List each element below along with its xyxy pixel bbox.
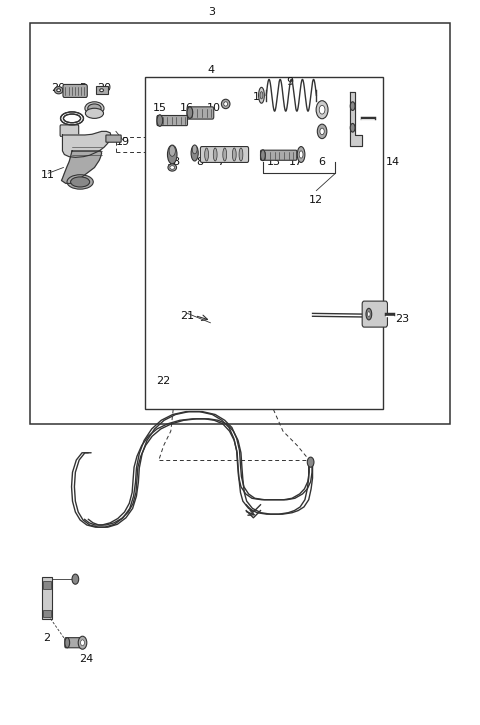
Bar [30, 23, 450, 424]
Text: 8: 8 [196, 157, 203, 167]
Text: 13: 13 [266, 157, 280, 167]
Ellipse shape [85, 102, 104, 115]
Text: 10: 10 [207, 103, 221, 113]
Text: 16: 16 [180, 103, 193, 113]
Ellipse shape [204, 148, 208, 161]
Text: 3: 3 [208, 7, 215, 17]
FancyBboxPatch shape [63, 84, 87, 97]
Ellipse shape [54, 86, 63, 94]
Ellipse shape [97, 86, 106, 94]
Ellipse shape [192, 145, 197, 154]
Circle shape [307, 457, 314, 467]
Ellipse shape [67, 175, 93, 189]
Ellipse shape [350, 123, 355, 132]
Text: 19: 19 [116, 137, 130, 147]
FancyBboxPatch shape [157, 115, 188, 125]
Ellipse shape [319, 105, 325, 114]
Text: 11: 11 [41, 170, 55, 180]
Bar [43, 610, 51, 617]
Circle shape [81, 640, 84, 645]
Bar [144, 78, 383, 410]
Ellipse shape [297, 146, 305, 162]
Ellipse shape [71, 177, 90, 187]
Ellipse shape [320, 128, 324, 135]
FancyBboxPatch shape [60, 125, 79, 136]
FancyBboxPatch shape [200, 146, 249, 162]
Text: 6: 6 [319, 157, 325, 167]
Ellipse shape [170, 166, 175, 170]
FancyBboxPatch shape [65, 638, 84, 647]
Text: 4: 4 [208, 65, 215, 75]
Ellipse shape [299, 151, 303, 158]
Text: 17: 17 [289, 157, 303, 167]
Polygon shape [350, 91, 362, 146]
Ellipse shape [191, 145, 198, 161]
FancyBboxPatch shape [106, 135, 121, 142]
Text: 12: 12 [309, 195, 324, 205]
Ellipse shape [157, 115, 163, 126]
Ellipse shape [60, 112, 84, 125]
Ellipse shape [224, 102, 228, 106]
Ellipse shape [261, 150, 265, 161]
Text: 23: 23 [395, 314, 409, 324]
Bar [42, 577, 52, 619]
Circle shape [78, 637, 87, 649]
Text: 7: 7 [217, 157, 225, 167]
Polygon shape [62, 131, 111, 157]
FancyBboxPatch shape [362, 301, 387, 327]
Ellipse shape [221, 99, 230, 109]
Ellipse shape [63, 114, 81, 123]
Ellipse shape [213, 148, 217, 161]
Text: 20: 20 [97, 83, 111, 93]
Polygon shape [61, 151, 102, 183]
FancyBboxPatch shape [261, 150, 297, 160]
Text: 5: 5 [79, 83, 86, 93]
Ellipse shape [368, 312, 370, 317]
Ellipse shape [187, 107, 193, 118]
Text: 15: 15 [153, 103, 167, 113]
Ellipse shape [169, 146, 175, 157]
Ellipse shape [260, 91, 263, 99]
Ellipse shape [223, 148, 227, 161]
Ellipse shape [65, 638, 70, 647]
Ellipse shape [239, 148, 243, 161]
Ellipse shape [88, 104, 101, 112]
Ellipse shape [100, 88, 104, 91]
Text: 21: 21 [180, 310, 194, 320]
FancyBboxPatch shape [96, 86, 108, 94]
Ellipse shape [168, 164, 177, 171]
Text: 9: 9 [287, 78, 294, 87]
Ellipse shape [85, 108, 104, 118]
Text: 2: 2 [43, 634, 50, 643]
Text: 22: 22 [156, 376, 171, 386]
Ellipse shape [366, 308, 372, 320]
Ellipse shape [259, 87, 264, 103]
Ellipse shape [316, 101, 328, 119]
Ellipse shape [317, 124, 327, 138]
FancyBboxPatch shape [187, 107, 214, 119]
Ellipse shape [232, 148, 236, 161]
Text: 18: 18 [167, 157, 181, 167]
Ellipse shape [168, 145, 177, 164]
Text: 20: 20 [51, 83, 66, 93]
Text: 14: 14 [385, 157, 400, 167]
Text: 1: 1 [253, 92, 260, 102]
Ellipse shape [350, 102, 355, 110]
Ellipse shape [57, 88, 60, 91]
Bar [43, 581, 51, 589]
Text: 24: 24 [79, 654, 94, 663]
Circle shape [72, 574, 79, 584]
